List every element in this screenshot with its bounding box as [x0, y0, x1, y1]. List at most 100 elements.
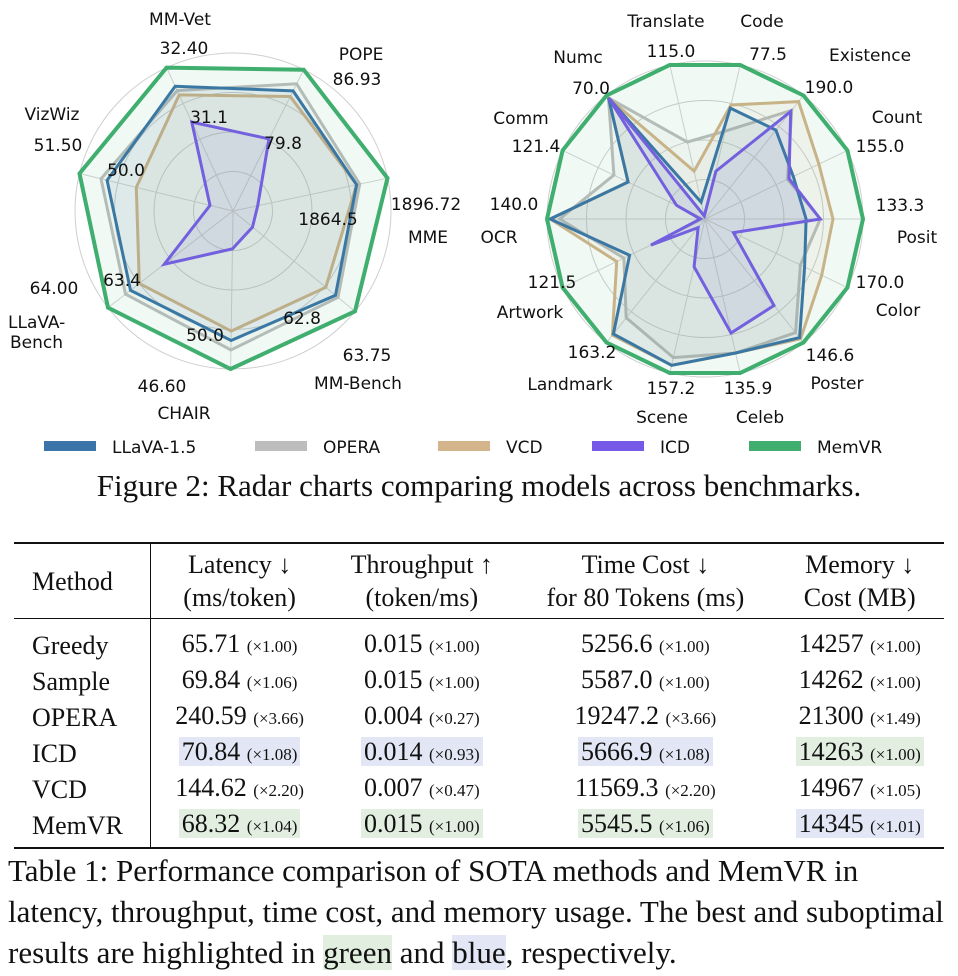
- axis-label-llava-bench-line1: LLaVA-: [8, 313, 65, 333]
- grid-spoke: [704, 218, 741, 374]
- method-name: OPERA: [14, 699, 151, 735]
- outer-value-mm-vet: 32.40: [160, 39, 209, 59]
- legend-swatch-icd: [592, 441, 644, 451]
- cell-time: 5587.0 (×1.00): [581, 665, 710, 694]
- outer-value-llava-bench: 64.00: [30, 279, 79, 299]
- figure-caption: Figure 2: Radar charts comparing models …: [96, 468, 862, 503]
- cell-throughput: 0.015 (×1.00): [328, 807, 515, 848]
- series-icd: [607, 96, 824, 336]
- value-scene: 157.2: [647, 379, 696, 399]
- method-name: MemVR: [14, 807, 151, 848]
- inner-value-mme: 1864.5: [298, 210, 357, 230]
- legend-label-llava-1-5: LLaVA-1.5: [112, 438, 196, 458]
- caption-blue-highlight: blue: [452, 935, 506, 970]
- axis-label-chair: CHAIR: [157, 404, 210, 424]
- legend-swatch-opera: [255, 441, 307, 451]
- axis-label-code: Code: [740, 12, 784, 32]
- cell-latency: 144.62 (×2.20): [175, 773, 304, 802]
- inner-value-chair: 50.0: [186, 326, 224, 346]
- table-row: VCD 144.62 (×2.20) 0.007 (×0.47) 11569.3 (×…: [14, 771, 944, 807]
- axis-label-comm: Comm: [493, 109, 548, 129]
- table-row: Greedy 65.71 (×1.00) 0.015 (×1.00) 5256.6 (…: [14, 618, 944, 663]
- legend-label-icd: ICD: [660, 438, 690, 458]
- axis-label-mm-vet: MM-Vet: [149, 10, 211, 30]
- grid-spoke: [79, 173, 234, 212]
- header-throughput: Throughput ↑ (token/ms): [350, 550, 493, 612]
- grid-spoke: [704, 218, 804, 343]
- value-ocr: 140.0: [490, 195, 539, 215]
- axis-label-poster: Poster: [810, 374, 863, 394]
- axis-label-mm-bench: MM-Bench: [314, 374, 402, 394]
- cell-time: 5666.9 (×1.08): [515, 735, 775, 771]
- cell-memory: 14262 (×1.00): [798, 665, 921, 694]
- series-memvr: [77, 65, 390, 372]
- axis-label-color: Color: [876, 301, 920, 321]
- outer-value-vizwiz: 51.50: [34, 136, 83, 156]
- grid-spoke: [107, 210, 234, 309]
- legend-label-vcd: VCD: [506, 438, 543, 458]
- legend-label-memvr: MemVR: [817, 438, 882, 458]
- radar-chart-mme-subtasks: Posit 133.3 Count 155.0 Existence 190.0 Code 77…: [480, 12, 937, 428]
- value-posit: 133.3: [876, 196, 925, 216]
- axis-label-translate: Translate: [626, 12, 704, 32]
- legend-swatch-memvr: [749, 441, 801, 451]
- method-name: Greedy: [14, 618, 151, 663]
- cell-time: 5545.5 (×1.06): [515, 807, 775, 848]
- table-header-row: Method Latency ↓ (ms/token) Throughput ↑(…: [14, 543, 944, 619]
- cell-time: 5256.6 (×1.00): [581, 629, 710, 658]
- grid-spoke: [230, 210, 234, 369]
- radar-chart-benchmarks: MME 1896.72 POPE 86.93 MM-Vet 32.40 VizWiz 51.5…: [8, 10, 461, 424]
- cell-latency: 68.32 (×1.04): [151, 807, 329, 848]
- axis-label-vizwiz: VizWiz: [25, 105, 80, 125]
- radar-charts-figure: MME 1896.72 POPE 86.93 MM-Vet 32.40 VizWiz 51.5…: [8, 10, 937, 458]
- cell-throughput: 0.004 (×0.27): [363, 701, 480, 730]
- cell-latency: 65.71 (×1.00): [181, 629, 298, 658]
- cell-memory: 14967 (×1.05): [798, 773, 921, 802]
- cell-throughput: 0.015 (×1.00): [363, 629, 480, 658]
- inner-value-pope: 79.8: [264, 134, 302, 154]
- axis-label-artwork: Artwork: [497, 303, 564, 323]
- axis-label-pope: POPE: [339, 45, 384, 65]
- table-row: OPERA 240.59 (×3.66) 0.004 (×0.27) 19247.2 …: [14, 699, 944, 735]
- table-row: MemVR 68.32 (×1.04) 0.015 (×1.00) 5545.5 (×…: [14, 807, 944, 848]
- performance-table: Method Latency ↓ (ms/token) Throughput ↑(…: [14, 542, 944, 849]
- method-name: Sample: [14, 663, 151, 699]
- axis-label-mme: MME: [408, 228, 448, 248]
- value-poster: 146.6: [806, 346, 855, 366]
- value-artwork: 121.5: [528, 273, 577, 293]
- value-existence: 190.0: [805, 78, 854, 98]
- axis-label-count: Count: [872, 108, 923, 128]
- axis-label-ocr: OCR: [480, 228, 517, 248]
- header-method: Method: [14, 543, 151, 619]
- cell-latency: 70.84 (×1.08): [151, 735, 329, 771]
- table-caption: Table 1: Performance comparison of SOTA …: [8, 853, 944, 970]
- series-icd: [160, 120, 271, 267]
- table-row: ICD 70.84 (×1.08) 0.014 (×0.93) 5666.9 (×1.…: [14, 735, 944, 771]
- series-memvr: [544, 63, 866, 375]
- axis-label-celeb: Celeb: [736, 408, 784, 428]
- cell-latency: 240.59 (×3.66): [175, 701, 304, 730]
- cell-time: 11569.3 (×2.20): [575, 773, 716, 802]
- legend-swatch-llava-1-5: [44, 441, 96, 451]
- caption-green-highlight: green: [323, 935, 392, 970]
- cell-throughput: 0.007 (×0.47): [363, 773, 480, 802]
- axis-label-landmark: Landmark: [527, 375, 612, 395]
- inner-value-llava-bench: 63.4: [103, 271, 141, 291]
- grid-spoke: [669, 218, 706, 374]
- inner-value-vizwiz: 50.0: [107, 161, 145, 181]
- header-time-cost: Time Cost ↓ for 80 Tokens (ms): [546, 550, 745, 612]
- cell-time: 19247.2 (×3.66): [574, 701, 717, 730]
- chart-legend: LLaVA-1.5 OPERA VCD ICD MemVR: [44, 438, 882, 458]
- value-code: 77.5: [749, 45, 787, 65]
- table-row: Sample 69.84 (×1.06) 0.015 (×1.00) 5587.0 (…: [14, 663, 944, 699]
- series-opera: [99, 82, 362, 352]
- outer-value-mm-bench: 63.75: [343, 346, 392, 366]
- outer-value-pope: 86.93: [333, 70, 382, 90]
- header-latency: Latency ↓ (ms/token): [183, 550, 296, 612]
- value-landmark: 163.2: [568, 343, 617, 363]
- cell-throughput: 0.014 (×0.93): [328, 735, 515, 771]
- grid-spoke: [606, 218, 706, 343]
- cell-memory: 21300 (×1.49): [798, 701, 921, 730]
- method-name: ICD: [14, 735, 151, 771]
- cell-memory: 14263 (×1.00): [775, 735, 944, 771]
